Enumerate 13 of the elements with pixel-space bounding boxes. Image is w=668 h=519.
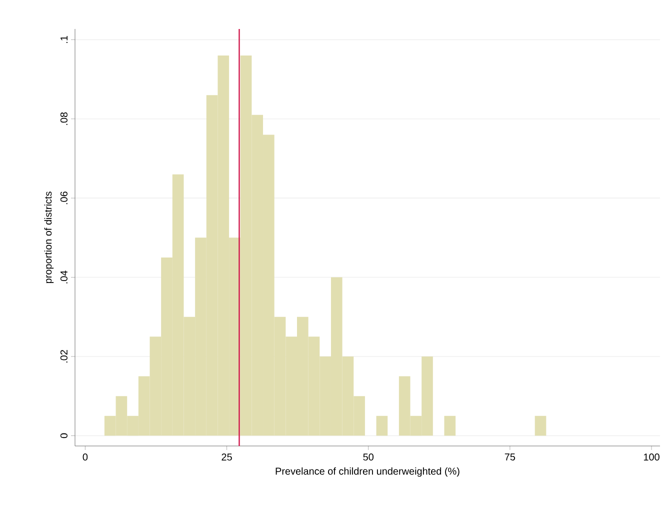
- x-axis-title: Prevelance of children underweighted (%): [276, 467, 460, 477]
- y-tick-label: .06: [60, 192, 68, 204]
- x-tick-label: 0: [82, 454, 88, 461]
- y-tick-label: .08: [60, 112, 68, 125]
- y-tick-label: .02: [60, 350, 68, 363]
- x-tick-label: 75: [504, 454, 516, 460]
- y-tick-label: 0: [60, 433, 68, 438]
- y-tick-label: .04: [60, 270, 68, 284]
- y-tick-label: .1: [60, 36, 68, 43]
- x-tick-label: 50: [363, 454, 374, 461]
- y-axis-title: proportion of districts: [44, 192, 54, 284]
- x-tick-label: 100: [644, 454, 660, 461]
- x-tick-label: 25: [222, 454, 232, 461]
